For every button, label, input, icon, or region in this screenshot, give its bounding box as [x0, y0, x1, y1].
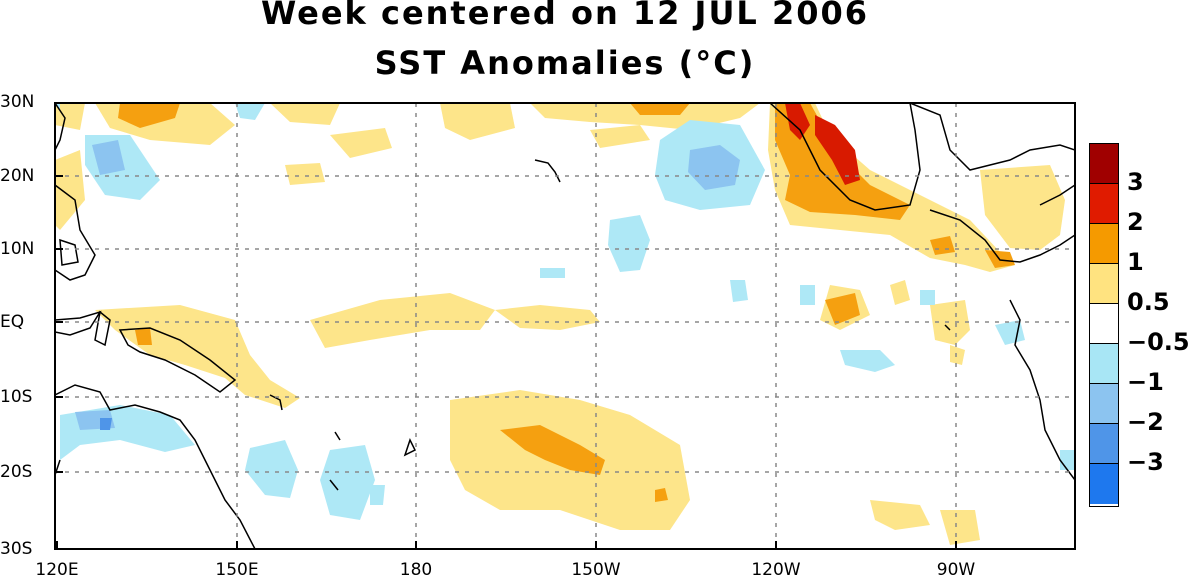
map-frame: [54, 102, 1076, 550]
colorbar-swatch: [1090, 344, 1118, 384]
colorbar-swatch: [1090, 224, 1118, 264]
lat-label-20s: 20S: [0, 462, 33, 482]
colorbar-swatch: [1090, 144, 1118, 184]
colorbar-label: −3: [1127, 448, 1164, 476]
lon-label-90w: 90W: [936, 560, 976, 580]
graticule: [55, 103, 1075, 549]
axis-ticks: [55, 102, 957, 550]
lon-label-180: 180: [399, 560, 433, 580]
lon-label-120w: 120W: [751, 560, 801, 580]
colorbar-swatch: [1090, 304, 1118, 344]
colorbar-label: −1: [1127, 368, 1164, 396]
lat-label-20n: 20N: [0, 166, 35, 186]
coastlines: [55, 103, 1075, 549]
colorbar-label: 2: [1127, 208, 1144, 236]
colorbar-swatch: [1090, 464, 1118, 504]
lat-label-10s: 10S: [0, 387, 33, 407]
colorbar-swatch: [1090, 264, 1118, 304]
map-title: Week centered on 12 JUL 2006: [260, 0, 870, 32]
colorbar-label: −2: [1127, 408, 1164, 436]
lat-label-eq: EQ: [0, 312, 25, 332]
colorbar-label: 3: [1127, 168, 1144, 196]
colorbar-swatch: [1090, 384, 1118, 424]
colorbar-swatch: [1090, 184, 1118, 224]
map-subtitle: SST Anomalies (°C): [374, 44, 756, 82]
lon-label-120e: 120E: [35, 560, 79, 580]
lon-label-150w: 150W: [571, 560, 621, 580]
colorbar-label: 1: [1127, 248, 1144, 276]
cool-anomaly-mid: [75, 140, 740, 430]
colorbar-swatch: [1090, 424, 1118, 464]
colorbar: [1089, 143, 1119, 507]
colorbar-label: 0.5: [1127, 288, 1170, 316]
cool-anomaly-strong: [100, 418, 112, 430]
lat-label-10n: 10N: [0, 239, 35, 259]
colorbar-label: −0.5: [1127, 328, 1190, 356]
anomaly-fields: [55, 103, 1075, 549]
warm-anomaly-strong: [785, 103, 860, 185]
lat-label-30s: 30S: [0, 539, 33, 559]
lon-label-150e: 150E: [215, 560, 259, 580]
lat-label-30n: 30N: [0, 92, 35, 112]
